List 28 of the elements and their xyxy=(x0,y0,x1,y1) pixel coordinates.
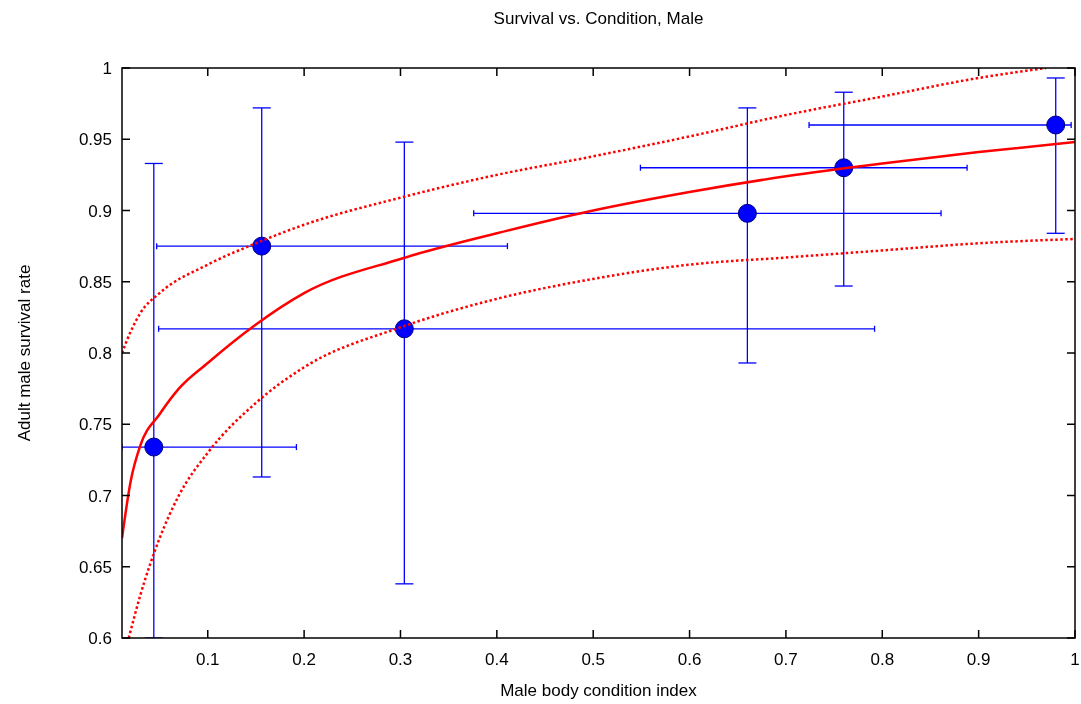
line-series xyxy=(127,237,1075,638)
x-tick-label: 0.9 xyxy=(966,650,991,669)
point xyxy=(1046,115,1066,135)
point xyxy=(144,437,164,457)
y-axis-title: Adult male survival rate xyxy=(15,264,34,442)
x-tick-label: 0.4 xyxy=(485,650,509,669)
x-tick-label: 1 xyxy=(1070,650,1080,669)
y-tick-label: 0.6 xyxy=(88,629,112,648)
chart-title: Survival vs. Condition, Male xyxy=(493,9,704,28)
x-tick-label: 0.5 xyxy=(581,650,606,669)
y-tick-label: 0.65 xyxy=(78,557,112,577)
y-tick-label: 0.7 xyxy=(88,486,112,506)
point xyxy=(737,203,757,223)
x-tick-label: 0.1 xyxy=(195,650,220,669)
y-tick-label: 0.9 xyxy=(88,201,112,221)
y-tick-label: 0.75 xyxy=(78,415,112,435)
x-tick-label: 0.2 xyxy=(292,650,316,669)
point xyxy=(394,319,414,339)
x-tick-label: 0.3 xyxy=(388,650,413,669)
y-tick-label: 0.8 xyxy=(88,344,112,363)
point xyxy=(252,236,272,256)
y-tick-label: 1 xyxy=(102,59,112,78)
x-axis-title: Male body condition index xyxy=(500,681,698,700)
x-tick-label: 0.7 xyxy=(774,650,798,669)
y-tick-label: 0.95 xyxy=(78,130,112,150)
y-tick-label: 0.85 xyxy=(78,272,112,292)
x-tick-label: 0.8 xyxy=(870,650,895,669)
x-tick-label: 0.6 xyxy=(677,650,702,669)
